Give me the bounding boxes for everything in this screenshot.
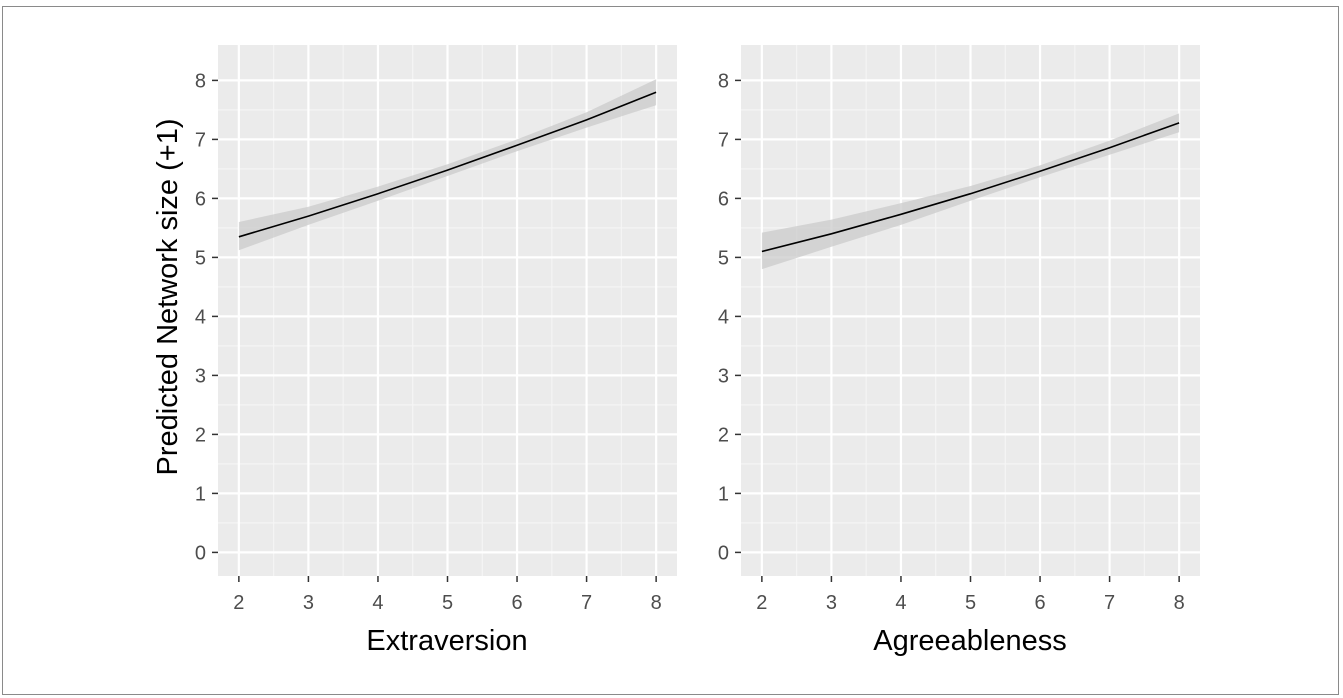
y-tick-label: 0 xyxy=(195,542,206,564)
y-tick-label: 7 xyxy=(718,129,729,151)
x-tick-label: 8 xyxy=(651,592,662,614)
y-tick-label: 4 xyxy=(718,306,729,328)
x-tick-label: 6 xyxy=(1034,592,1045,614)
panel-extraversion: 2 3 4 5 6 7 8 0 1 2 3 4 5 6 7 8 xyxy=(195,45,677,614)
x-tick-label: 4 xyxy=(895,592,906,614)
y-axis-title: Predicted Network size (+1) xyxy=(152,119,184,476)
x-tick-label: 2 xyxy=(756,592,767,614)
y-tick-label: 3 xyxy=(195,365,206,387)
y-tick-label: 4 xyxy=(195,306,206,328)
y-tick-label: 3 xyxy=(718,365,729,387)
y-tick-label: 2 xyxy=(195,424,206,446)
y-tick-label: 6 xyxy=(718,188,729,210)
x-axis-title-extraversion: Extraversion xyxy=(366,625,527,657)
y-tick-label: 8 xyxy=(718,70,729,92)
y-tick-label: 5 xyxy=(195,247,206,269)
x-tick-label: 7 xyxy=(1104,592,1115,614)
x-axis-title-agreeableness: Agreeableness xyxy=(873,625,1066,657)
x-tick-label: 4 xyxy=(372,592,383,614)
y-tick-label: 7 xyxy=(195,129,206,151)
y-tick-label: 1 xyxy=(718,483,729,505)
y-tick-label: 6 xyxy=(195,188,206,210)
x-tick-label: 7 xyxy=(581,592,592,614)
confidence-ribbon xyxy=(761,113,1180,270)
x-tick-label: 3 xyxy=(303,592,314,614)
prediction-line xyxy=(238,91,657,238)
y-tick-label: 0 xyxy=(718,542,729,564)
y-tick-label: 2 xyxy=(718,424,729,446)
y-tick-label: 5 xyxy=(718,247,729,269)
y-tick-label: 1 xyxy=(195,483,206,505)
y-tick-label: 8 xyxy=(195,70,206,92)
x-tick-label: 2 xyxy=(233,592,244,614)
x-tick-label: 8 xyxy=(1174,592,1185,614)
x-tick-label: 5 xyxy=(965,592,976,614)
x-tick-label: 3 xyxy=(826,592,837,614)
panel-agreeableness: 2 3 4 5 6 7 8 0 1 2 3 4 5 6 7 8 xyxy=(718,45,1200,614)
prediction-line xyxy=(761,122,1180,253)
x-tick-label: 6 xyxy=(511,592,522,614)
x-tick-label: 5 xyxy=(442,592,453,614)
confidence-ribbon xyxy=(238,79,657,251)
